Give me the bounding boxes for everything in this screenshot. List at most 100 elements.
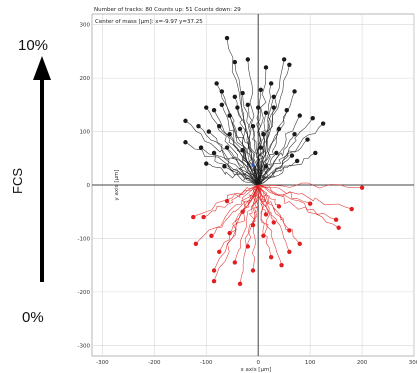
endpoint-down — [224, 198, 230, 204]
endpoint-up — [224, 145, 230, 150]
endpoint-up — [224, 35, 230, 41]
chart-header-counts: Number of tracks: 80 Counts up: 51 Count… — [94, 7, 241, 13]
track-line-up — [257, 96, 275, 186]
endpoint-down — [349, 206, 354, 212]
endpoint-up — [281, 57, 287, 62]
track-line-up — [257, 83, 272, 186]
endpoint-up — [263, 65, 269, 70]
endpoint-up — [183, 118, 188, 124]
endpoint-up — [219, 89, 225, 94]
center-of-mass-marker — [251, 163, 255, 167]
gradient-top-label: 10% — [18, 37, 48, 54]
endpoint-up — [198, 145, 204, 150]
y-tick-label: 100 — [80, 130, 91, 136]
track-line-up — [229, 134, 259, 186]
y-tick-label: -300 — [78, 343, 91, 349]
endpoint-up — [292, 89, 297, 94]
track-line-down — [257, 184, 282, 266]
endpoint-up — [204, 161, 209, 166]
track-line-up — [252, 126, 260, 186]
endpoint-up — [214, 81, 219, 86]
track-line-down — [257, 184, 265, 236]
endpoint-up — [211, 150, 217, 156]
endpoint-up — [271, 94, 276, 100]
x-tick-label: 200 — [357, 360, 368, 366]
y-tick-label: 0 — [87, 183, 91, 189]
endpoint-up — [196, 124, 201, 129]
track-line-down — [234, 184, 259, 263]
track-line-down — [258, 182, 363, 189]
endpoint-down — [245, 244, 251, 249]
endpoint-up — [289, 153, 295, 158]
endpoint-up — [219, 102, 225, 108]
endpoint-up — [297, 113, 302, 118]
y-tick-label: 300 — [80, 23, 91, 29]
endpoint-up — [204, 105, 209, 110]
track-line-down — [242, 184, 259, 212]
endpoint-up — [263, 110, 269, 116]
track-line-up — [257, 123, 324, 186]
track-lines — [185, 37, 363, 284]
track-line-up — [258, 155, 293, 186]
endpoint-down — [336, 225, 341, 230]
track-line-up — [218, 126, 259, 186]
gradient-arrowhead — [33, 56, 51, 80]
endpoint-down — [297, 241, 302, 246]
endpoint-down — [263, 212, 269, 217]
endpoint-up — [206, 129, 212, 134]
x-tick-label: 0 — [256, 360, 260, 366]
x-tick-label: 300 — [409, 360, 417, 366]
track-line-down — [203, 184, 259, 218]
track-line-up — [247, 104, 259, 186]
endpoint-up — [240, 148, 245, 153]
endpoint-up — [258, 87, 263, 93]
track-line-up — [258, 160, 298, 186]
x-tick-label: -100 — [200, 360, 213, 366]
endpoint-up — [274, 150, 279, 156]
track-line-down — [258, 184, 339, 229]
x-tick-label: -300 — [96, 360, 109, 366]
endpoint-down — [217, 249, 222, 254]
endpoint-up — [245, 57, 251, 62]
gradient-bottom-label: 0% — [22, 309, 44, 326]
track-line-up — [206, 163, 259, 186]
endpoint-up — [268, 81, 274, 86]
endpoint-up — [258, 145, 263, 150]
track-line-up — [258, 139, 308, 186]
track-line-up — [257, 128, 280, 186]
endpoint-down — [211, 278, 217, 284]
endpoint-up — [237, 126, 243, 132]
endpoint-down — [287, 228, 292, 233]
endpoint-down — [232, 260, 238, 265]
track-line-down — [258, 184, 352, 210]
track-line-up — [221, 104, 259, 186]
track-line-up — [239, 128, 259, 186]
x-tick-label: -200 — [148, 360, 161, 366]
endpoint-down — [333, 217, 339, 222]
track-line-up — [257, 67, 267, 186]
endpoint-down — [287, 249, 292, 254]
endpoint-up — [294, 158, 300, 164]
chart-header-center-of-mass: Center of mass [µm]: x=-9.97 y=37.25 — [95, 19, 203, 25]
endpoint-up — [232, 94, 238, 100]
endpoint-up — [271, 105, 276, 110]
gradient-axis-label: FCS — [10, 168, 25, 194]
track-line-up — [242, 150, 259, 186]
track-line-down — [195, 184, 259, 244]
endpoint-down — [193, 241, 199, 246]
endpoint-down — [268, 254, 274, 260]
track-line-up — [257, 166, 267, 186]
track-line-up — [226, 147, 259, 186]
endpoint-up — [227, 132, 232, 137]
endpoint-up — [235, 105, 240, 110]
track-endpoints — [183, 35, 365, 287]
track-line-up — [213, 152, 259, 186]
track-line-down — [257, 184, 275, 223]
tick-labels: -300 -200 -100 0 100 200 300 -300 -200 -100 0 100 20… — [78, 23, 417, 366]
track-line-down — [211, 184, 259, 237]
endpoint-up — [250, 124, 256, 129]
endpoint-up — [217, 124, 222, 129]
endpoint-down — [307, 201, 313, 206]
endpoint-down — [211, 268, 217, 273]
